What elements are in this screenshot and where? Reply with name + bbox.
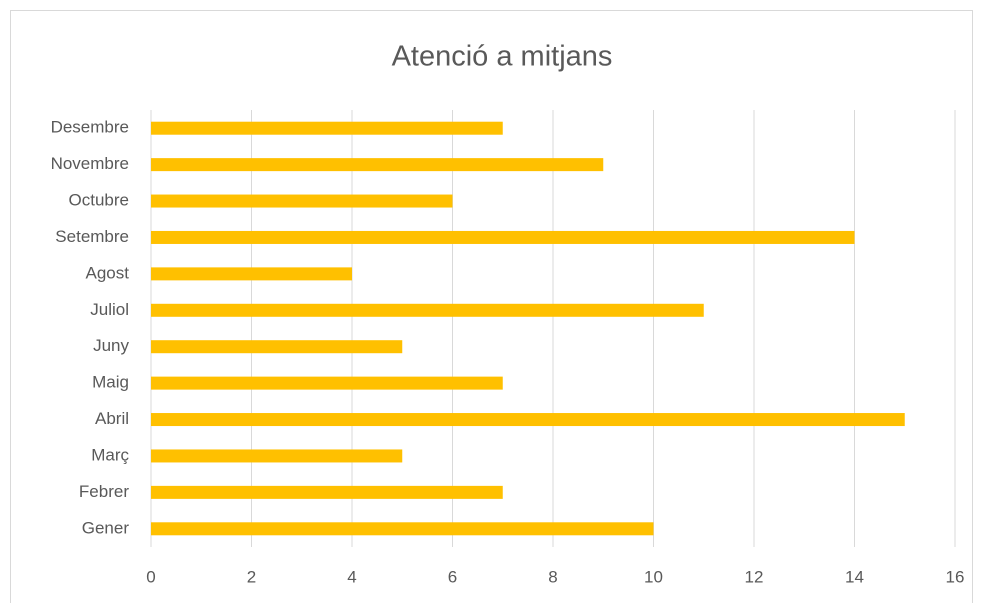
bar [151,158,604,172]
bar [151,449,403,463]
y-tick-label: Juny [93,336,129,355]
y-tick-label: Setembre [55,227,129,246]
x-tick-label: 6 [448,567,457,586]
x-tick-label: 2 [247,567,256,586]
x-tick-label: 8 [548,567,557,586]
x-tick-label: 0 [146,567,155,586]
y-tick-label: Octubre [69,191,129,210]
y-tick-label: Gener [82,518,130,537]
y-tick-label: Maig [92,373,129,392]
bar [151,194,453,208]
y-tick-label: Març [91,445,129,464]
bar [151,121,503,135]
x-tick-label: 4 [347,567,356,586]
y-tick-label: Juliol [90,300,129,319]
bar [151,485,503,499]
y-tick-label: Desembre [51,118,129,137]
chart-title: Atenció a mitjans [392,41,613,73]
y-tick-label: Abril [95,409,129,428]
y-tick-label: Febrer [79,482,129,501]
y-tick-label: Novembre [51,154,129,173]
bar [151,522,654,536]
x-tick-label: 14 [845,567,864,586]
x-tick-label: 16 [946,567,965,586]
y-tick-label: Agost [86,263,130,282]
bar [151,376,503,390]
x-tick-label: 12 [745,567,764,586]
bar [151,267,352,281]
bar [151,413,905,427]
bar [151,340,403,354]
x-tick-label: 10 [644,567,663,586]
bar [151,303,704,317]
bar [151,230,855,244]
